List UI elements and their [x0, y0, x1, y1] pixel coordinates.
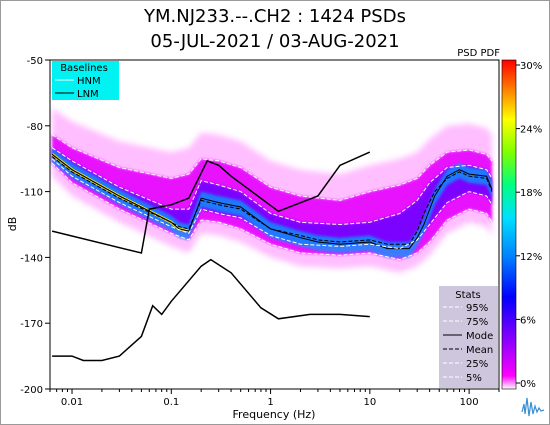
colorbar-tick-label-12%: 12% — [520, 252, 542, 263]
x-tick-label-1: 1 — [267, 397, 273, 408]
stat-line-5pct — [51, 162, 493, 261]
stat-line-mode — [51, 153, 493, 250]
x-tick-label-0.1: 0.1 — [163, 397, 179, 408]
chart-title-line2: 05-JUL-2021 / 03-AUG-2021 — [150, 31, 400, 52]
colorbar: PSD PDF 0% 6% 12% 18% 24% 30% — [457, 48, 542, 390]
axes: 0.01 0.1 1 10 100 -50 -80 -110 -140 -170 -200 — [20, 56, 500, 408]
legend-label-mean: Mean — [466, 345, 493, 356]
stat-line-mean — [51, 156, 493, 245]
x-tick-label-100: 100 — [460, 397, 479, 408]
legend-label-95: 95% — [466, 303, 488, 314]
colorbar-title: PSD PDF — [457, 48, 500, 59]
y-tick-label--80: -80 — [27, 122, 43, 133]
baselines-legend-title: Baselines — [60, 63, 108, 74]
colorbar-tick-label-6%: 6% — [520, 315, 536, 326]
legend-label-75: 75% — [466, 317, 488, 328]
stat-line-95pct — [51, 134, 493, 201]
stats-legend-title: Stats — [455, 290, 481, 301]
plot-border — [49, 59, 500, 390]
baselines-legend: Baselines HNM LNM — [52, 61, 119, 100]
y-axis-label: dB — [6, 217, 19, 232]
stats-legend: Stats 95% 75% Mode Mean 25% 5% — [439, 286, 498, 388]
x-tick-label-10: 10 — [363, 397, 376, 408]
colorbar-tick-label-0%: 0% — [520, 379, 536, 390]
colorbar-tick-label-24%: 24% — [520, 125, 542, 136]
stat-line-25pct — [51, 158, 493, 250]
baseline-lines — [51, 151, 371, 362]
pdf-core-band — [52, 147, 492, 249]
baseline-lnm — [52, 258, 370, 362]
colorbar-tick-label-30%: 30% — [520, 61, 542, 72]
y-tick-label--110: -110 — [20, 188, 43, 199]
legend-label-5: 5% — [466, 373, 482, 384]
x-axis-label: Frequency (Hz) — [233, 408, 316, 421]
lnm-legend-label: LNM — [77, 89, 99, 100]
chart-title-line1: YM.NJ233.--.CH2 : 1424 PSDs — [144, 6, 406, 27]
x-tick-label-0.01: 0.01 — [61, 397, 83, 408]
legend-label-25: 25% — [466, 359, 488, 370]
y-tick-label--140: -140 — [20, 253, 43, 264]
y-tick-label--50: -50 — [27, 56, 43, 67]
hnm-legend-label: HNM — [77, 76, 101, 87]
y-tick-label--200: -200 — [20, 385, 43, 396]
baseline-hnm — [51, 151, 371, 254]
legend-label-mode: Mode — [466, 331, 493, 342]
stats-lines — [51, 134, 493, 261]
y-tick-label--170: -170 — [20, 319, 43, 330]
colorbar-tick-label-18%: 18% — [520, 188, 542, 199]
waveform-logo-icon — [521, 397, 545, 417]
stat-line-75pct — [51, 147, 493, 226]
stats-legend-box — [439, 286, 498, 388]
colorbar-gradient — [501, 59, 517, 390]
